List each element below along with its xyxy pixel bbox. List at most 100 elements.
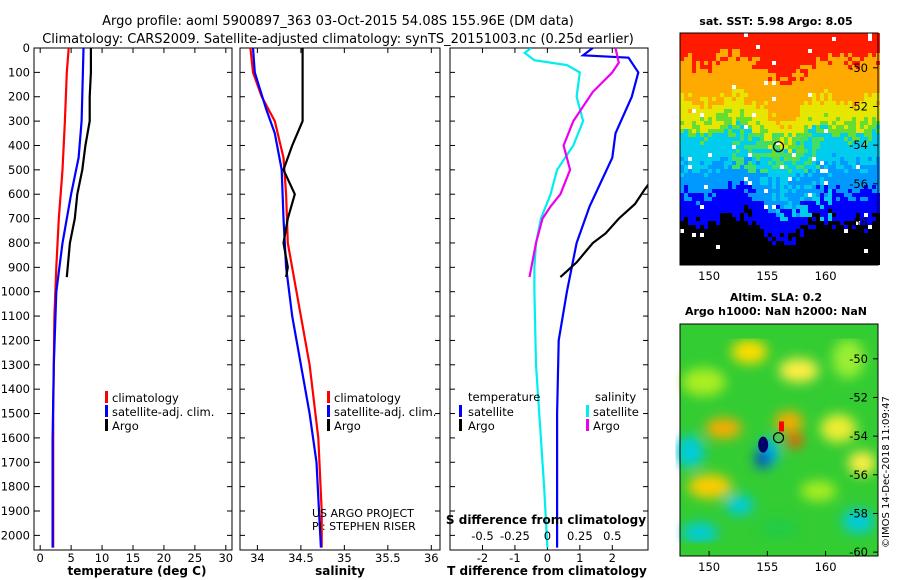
sst-cell bbox=[720, 73, 724, 77]
sst-cell bbox=[728, 189, 732, 193]
sst-cell bbox=[680, 133, 684, 137]
sst-cell bbox=[752, 121, 756, 125]
sst-cell bbox=[768, 105, 772, 109]
sst-cell bbox=[832, 245, 836, 249]
sst-cell bbox=[812, 49, 816, 53]
sst-cell bbox=[856, 237, 860, 241]
sst-cell bbox=[716, 217, 720, 221]
sst-cell bbox=[748, 249, 752, 253]
sst-cell bbox=[800, 257, 804, 261]
sst-cell bbox=[808, 261, 812, 265]
sst-cell bbox=[768, 245, 772, 249]
sst-cell bbox=[680, 237, 684, 241]
sst-cell bbox=[852, 201, 856, 205]
sst-cell bbox=[808, 221, 812, 225]
sst-cell bbox=[800, 233, 804, 237]
sst-cell bbox=[792, 225, 796, 229]
sst-cell bbox=[752, 113, 756, 117]
legend-swatch-climatology bbox=[327, 391, 330, 403]
sst-cell bbox=[740, 241, 744, 245]
sst-cell bbox=[848, 117, 852, 121]
temperature-legend: climatology satellite-adj. clim. Argo bbox=[105, 391, 214, 433]
sst-cell bbox=[700, 245, 704, 249]
sst-cell bbox=[708, 145, 712, 149]
sst-cell bbox=[708, 169, 712, 173]
sst-cell bbox=[680, 81, 684, 85]
sst-cell bbox=[708, 233, 712, 237]
sst-cell bbox=[712, 109, 716, 113]
sst-cell bbox=[776, 93, 780, 97]
sst-cell bbox=[720, 197, 724, 201]
sst-cell bbox=[756, 69, 760, 73]
sst-cell bbox=[812, 69, 816, 73]
sst-cell bbox=[832, 157, 836, 161]
sst-cell bbox=[796, 221, 800, 225]
sst-cell bbox=[824, 249, 828, 253]
sst-cell bbox=[748, 225, 752, 229]
sst-cell bbox=[764, 57, 768, 61]
sst-cell bbox=[752, 193, 756, 197]
sst-cell bbox=[864, 61, 868, 65]
sst-cell bbox=[708, 65, 712, 69]
sst-cell bbox=[780, 129, 784, 133]
sst-cell bbox=[680, 245, 684, 249]
sst-cell bbox=[844, 161, 848, 165]
sst-cell bbox=[740, 37, 744, 41]
sst-cell bbox=[760, 257, 764, 261]
sst-cell bbox=[692, 117, 696, 121]
sst-cell bbox=[692, 177, 696, 181]
sst-cell bbox=[700, 229, 704, 233]
sst-cell bbox=[772, 193, 776, 197]
sst-cell bbox=[680, 53, 684, 57]
sst-cell bbox=[688, 77, 692, 81]
sst-cell bbox=[852, 249, 856, 253]
sst-cell bbox=[824, 69, 828, 73]
sst-cell bbox=[688, 109, 692, 113]
sst-cell bbox=[872, 249, 876, 253]
sst-cell bbox=[844, 189, 848, 193]
sst-cell bbox=[704, 253, 708, 257]
sst-cell bbox=[840, 121, 844, 125]
sst-cell bbox=[744, 169, 748, 173]
sst-cell bbox=[788, 97, 792, 101]
sst-cell bbox=[812, 141, 816, 145]
sst-cell bbox=[712, 105, 716, 109]
sst-cell bbox=[772, 85, 776, 89]
sst-cell bbox=[772, 241, 776, 245]
sst-cell bbox=[732, 81, 736, 85]
sst-cell bbox=[852, 245, 856, 249]
sst-cell bbox=[816, 173, 820, 177]
sst-cell bbox=[684, 157, 688, 161]
sst-cell bbox=[816, 161, 820, 165]
sst-cell bbox=[860, 149, 864, 153]
sst-cell bbox=[744, 177, 748, 181]
sst-cell bbox=[760, 185, 764, 189]
sst-cell bbox=[800, 57, 804, 61]
sst-cell bbox=[712, 197, 716, 201]
sst-cell bbox=[792, 205, 796, 209]
sst-cell bbox=[804, 233, 808, 237]
sst-cell bbox=[724, 109, 728, 113]
sst-cell bbox=[780, 233, 784, 237]
sst-cell bbox=[820, 249, 824, 253]
sst-cell bbox=[688, 121, 692, 125]
sst-cell bbox=[680, 233, 684, 237]
sst-cell bbox=[692, 261, 696, 265]
sst-cell bbox=[680, 121, 684, 125]
sst-cell bbox=[840, 41, 844, 45]
sst-cell bbox=[848, 121, 852, 125]
sst-cell bbox=[812, 89, 816, 93]
sst-cell bbox=[780, 237, 784, 241]
sst-cell bbox=[796, 133, 800, 137]
sst-cell bbox=[824, 97, 828, 101]
sst-cell bbox=[776, 213, 780, 217]
sst-cell bbox=[708, 201, 712, 205]
sst-cell bbox=[780, 85, 784, 89]
sst-cell bbox=[844, 201, 848, 205]
sst-cell bbox=[700, 81, 704, 85]
sst-cell bbox=[804, 245, 808, 249]
sst-cell bbox=[760, 45, 764, 49]
sst-cell bbox=[828, 233, 832, 237]
sst-cell bbox=[680, 241, 684, 245]
salinity-lines bbox=[249, 48, 323, 548]
